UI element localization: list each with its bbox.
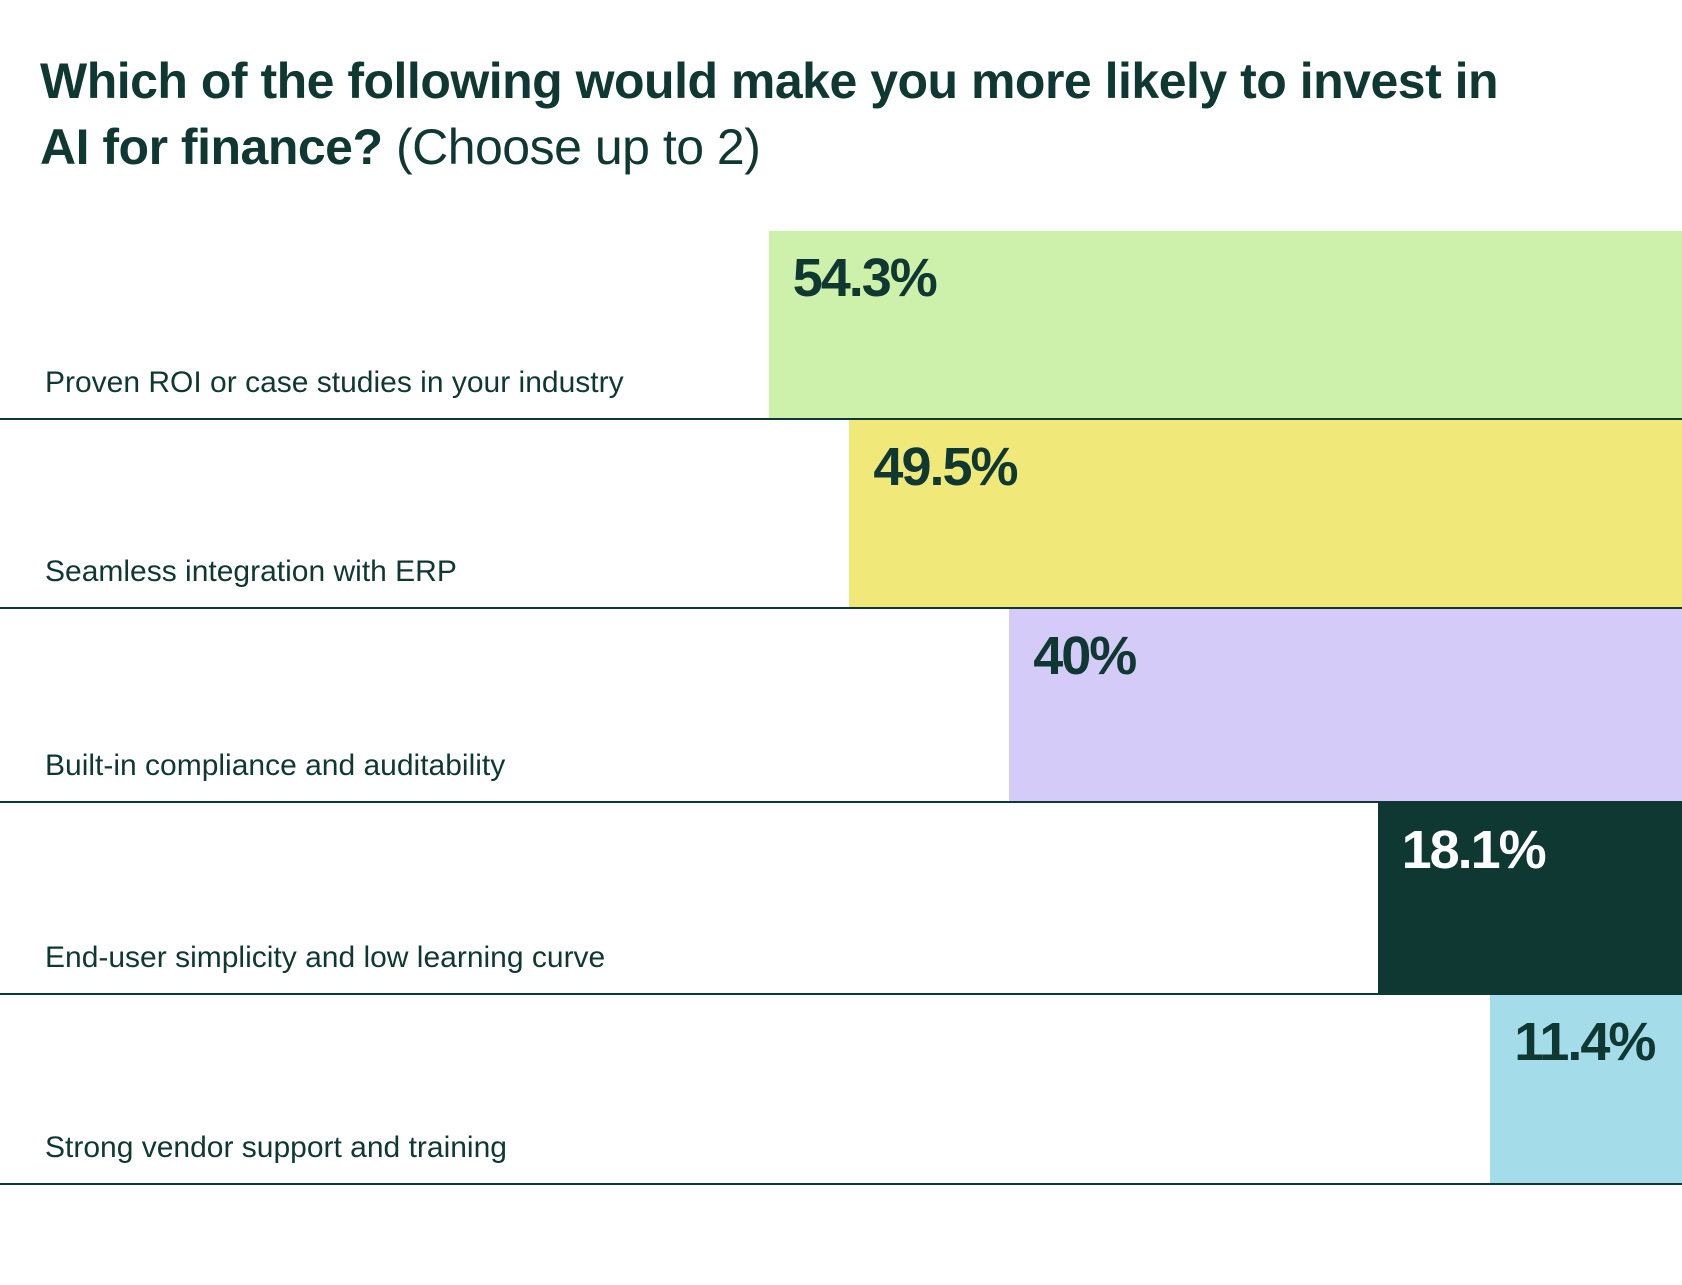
bar-row: 54.3% Proven ROI or case studies in your … [0,231,1682,420]
data-label: 40% [1033,626,1137,686]
category-label: Strong vendor support and training [45,1131,507,1164]
bar: 54.3% [768,231,1682,418]
data-label: 18.1% [1401,820,1547,880]
bar: 18.1% [1377,803,1682,993]
chart-title: Which of the following would make you mo… [40,48,1540,180]
bar-row: 40% Built-in compliance and auditability [0,609,1682,803]
bar-row: 18.1% End-user simplicity and low learnin… [0,803,1682,995]
bar: 49.5% [849,420,1682,607]
bar-row: 11.4% Strong vendor support and training [0,995,1682,1185]
data-label: 49.5% [873,437,1018,497]
category-label: Seamless integration with ERP [45,555,457,588]
category-label: End-user simplicity and low learning cur… [45,941,606,974]
bar-row: 49.5% Seamless integration with ERP [0,420,1682,609]
title-main: Which of the following would make you mo… [40,53,1499,175]
category-label: Built-in compliance and auditability [45,749,506,782]
bar: 40% [1009,609,1682,801]
bar: 11.4% [1490,995,1682,1183]
category-label: Proven ROI or case studies in your indus… [45,366,624,399]
data-label: 54.3% [792,248,938,308]
title-subtitle: (Choose up to 2) [395,119,761,175]
data-label: 11.4% [1514,1012,1656,1072]
